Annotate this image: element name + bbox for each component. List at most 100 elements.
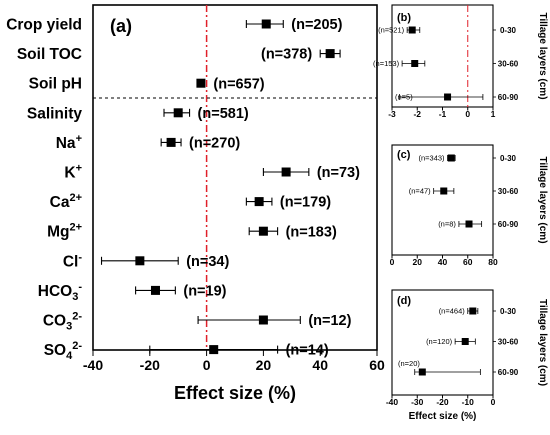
sample-size-label: (n=657)	[213, 76, 264, 92]
mean-point	[325, 49, 335, 59]
sample-size-label: (n=34)	[186, 254, 229, 270]
panel-label: (b)	[397, 12, 411, 24]
x-tick-label: 60	[463, 257, 473, 267]
mean-point	[465, 220, 473, 228]
mean-point	[173, 108, 183, 118]
row-label: K+	[64, 163, 82, 182]
x-tick-label: 0	[465, 109, 470, 119]
x-tick-label: 1	[491, 109, 496, 119]
sample-size-label: (n=378)	[261, 47, 312, 63]
sample-size-label: (n=464)	[439, 307, 466, 316]
row-label: SO42-	[44, 340, 83, 362]
data-row: (n=378) Soil TOC	[17, 46, 341, 63]
y-axis-title: Tillage layers (cm)	[537, 12, 548, 99]
panel-label: (d)	[397, 295, 411, 307]
x-tick-label: 0	[491, 397, 496, 407]
panel-c: 0 20 40 60 80 (c) (n=343) 0-30 (n=47) 30-60 (n=8) 6…	[390, 144, 548, 267]
row-label: HCO3-	[38, 281, 83, 303]
mean-point	[408, 26, 416, 34]
row-label: 60-90	[498, 93, 519, 102]
x-tick-label: 0	[203, 357, 211, 373]
data-row: (n=205) Crop yield	[6, 17, 342, 34]
mean-point	[166, 137, 176, 147]
x-tick-label: -40	[83, 357, 103, 373]
sample-size-label: (n=14)	[286, 343, 329, 359]
x-tick-label: -2	[413, 109, 421, 119]
x-tick-label: -1	[439, 109, 447, 119]
data-row: (n=521) 0-30	[378, 26, 516, 35]
sample-size-label: (n=47)	[409, 187, 431, 196]
x-tick-label: -20	[140, 357, 160, 373]
sample-size-label: (n=205)	[291, 17, 342, 33]
mean-point	[469, 307, 477, 315]
data-row: (n=270) Na+	[56, 133, 241, 152]
sample-size-label: (n=73)	[317, 165, 360, 181]
sample-size-label: (n=270)	[189, 135, 240, 151]
sample-size-label: (n=20)	[398, 359, 420, 368]
data-row: (n=14) SO42-	[44, 340, 329, 362]
sample-size-label: (n=120)	[426, 337, 453, 346]
data-row: (n=12) CO32-	[43, 311, 352, 333]
row-label: 30-60	[498, 338, 519, 347]
panel-label: (a)	[110, 16, 132, 36]
x-tick-label: 40	[312, 357, 328, 373]
row-label: Soil TOC	[17, 46, 82, 63]
row-label: Mg2+	[47, 222, 82, 241]
data-row: (n=581) Salinity	[27, 105, 249, 122]
panel-label: (c)	[397, 149, 411, 161]
mean-point	[254, 197, 264, 207]
mean-point	[150, 285, 160, 295]
x-tick-label: 80	[488, 257, 498, 267]
mean-point	[440, 187, 448, 195]
row-label: Crop yield	[6, 17, 82, 34]
mean-point	[196, 78, 206, 88]
x-tick-label: 0	[390, 257, 395, 267]
x-tick-label: -3	[388, 109, 396, 119]
row-label: 0-30	[500, 307, 517, 316]
data-row: (n=34) Cl-	[63, 251, 230, 270]
panel-b: -3 -2 -1 0 1 (b) (n=521) 0-30 (n=153) 30-60 (n=5) 6…	[373, 4, 548, 119]
mean-point	[461, 338, 469, 345]
data-row: (n=8) 60-90	[438, 220, 519, 229]
row-label: Cl-	[63, 251, 83, 270]
row-label: 60-90	[498, 368, 519, 377]
x-axis-title: Effect size (%)	[174, 383, 296, 403]
x-axis-title: Effect size (%)	[409, 411, 477, 422]
sample-size-label: (n=5)	[395, 93, 413, 102]
mean-point	[135, 256, 145, 266]
sample-size-label: (n=19)	[183, 283, 226, 299]
sample-size-label: (n=183)	[286, 224, 337, 240]
mean-point	[444, 93, 452, 101]
data-row: (n=47) 30-60	[409, 187, 519, 196]
y-axis-title: Tillage layers (cm)	[537, 156, 548, 243]
panel-a: -40 -20 0 20 40 60 Effect size (%) (a) (n=205) Cr…	[6, 4, 385, 403]
data-row: (n=120) 30-60	[426, 337, 519, 346]
sample-size-label: (n=179)	[280, 195, 331, 211]
mean-point	[418, 368, 426, 376]
data-row: (n=19) HCO3-	[38, 281, 227, 303]
y-axis-title: Tillage layers (cm)	[537, 299, 548, 386]
data-row: (n=20) 60-90	[398, 359, 519, 377]
row-label: 0-30	[500, 154, 517, 163]
x-tick-label: 20	[256, 357, 272, 373]
data-row: (n=343) 0-30	[418, 154, 516, 163]
row-label: CO32-	[43, 311, 82, 333]
row-label: 30-60	[498, 187, 519, 196]
x-tick-label: 60	[369, 357, 385, 373]
data-row: (n=464) 0-30	[439, 307, 517, 316]
data-row: (n=179) Ca2+	[50, 192, 332, 211]
mean-point	[411, 60, 419, 67]
row-label: 60-90	[498, 220, 519, 229]
sample-size-label: (n=153)	[373, 59, 400, 68]
sample-size-label: (n=12)	[308, 313, 351, 329]
x-tick-label: 20	[413, 257, 423, 267]
panel-d: -40 -30 -20 -10 0 Effect size (%) (d) (n=464) 0-…	[386, 289, 548, 422]
mean-point	[258, 226, 268, 236]
mean-point	[447, 154, 455, 162]
row-label: 30-60	[498, 60, 519, 69]
x-tick-label: -40	[386, 397, 399, 407]
row-label: Ca2+	[50, 192, 82, 211]
row-label: Soil pH	[29, 76, 82, 93]
data-row: (n=153) 30-60	[373, 59, 519, 68]
